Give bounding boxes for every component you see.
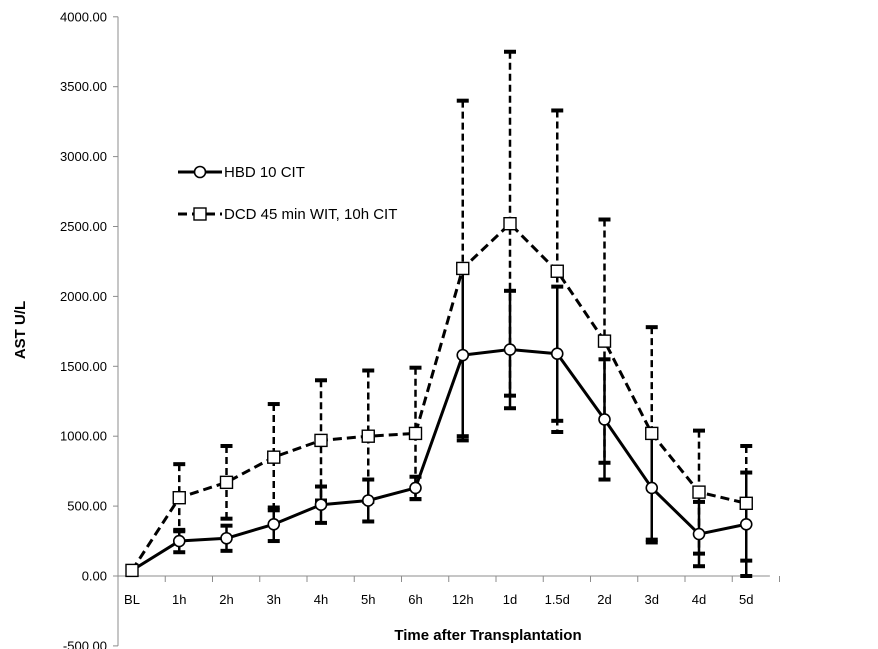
- y-tick-label: 0.00: [82, 569, 107, 584]
- series-line-hbd: [131, 348, 747, 572]
- x-tick-label: 2d: [597, 592, 611, 607]
- y-tick-label: 2500.00: [60, 219, 107, 234]
- y-tick-label: 4000.00: [60, 9, 107, 24]
- data-point-dcd: [692, 485, 706, 499]
- data-point-hbd: [503, 343, 517, 356]
- data-point-hbd: [456, 348, 470, 362]
- x-tick-label: 12h: [452, 592, 474, 607]
- data-point-dcd: [314, 433, 328, 448]
- x-tick-label: 3d: [645, 592, 659, 607]
- data-point-hbd: [739, 517, 753, 531]
- x-tick-label: 6h: [408, 592, 422, 607]
- data-point-dcd: [361, 429, 375, 443]
- legend-label-hbd: HBD 10 CIT: [224, 164, 305, 181]
- x-axis-title: Time after Transplantation: [394, 627, 581, 644]
- y-tick-label: 1000.00: [60, 429, 107, 444]
- x-tick-label: 1h: [172, 592, 186, 607]
- x-tick-label: 2h: [219, 592, 233, 607]
- legend: HBD 10 CIT DCD 45 min WIT, 10h CIT: [178, 164, 397, 223]
- y-axis-title: AST U/L: [12, 301, 29, 359]
- x-tick-label: 5h: [361, 592, 375, 607]
- y-tick-label: -500.00: [63, 638, 107, 649]
- y-tick-label: 3000.00: [60, 149, 107, 164]
- x-tick-label: 1.5d: [545, 592, 570, 607]
- series-markers: [125, 217, 753, 578]
- data-point-dcd: [219, 475, 234, 490]
- data-point-dcd: [456, 261, 470, 276]
- data-point-dcd: [550, 264, 564, 278]
- data-point-hbd: [550, 347, 564, 361]
- data-point-hbd: [409, 481, 422, 495]
- y-tick-label: 500.00: [67, 499, 107, 514]
- x-axis: BL 1h 2h 3h 4h 5h 6h 12h 1d 1.5d 2d 3d 4d 5d: [117, 575, 780, 607]
- x-tick-label: BL: [124, 592, 140, 607]
- data-point-hbd: [598, 413, 611, 426]
- x-tick-label: 1d: [503, 592, 517, 607]
- x-tick-label: 5d: [739, 592, 753, 607]
- x-tick-label: 4d: [692, 592, 706, 607]
- x-tick-label: 4h: [314, 592, 328, 607]
- data-point-hbd: [172, 534, 186, 548]
- data-point-dcd: [739, 496, 753, 511]
- y-tick-label: 3500.00: [60, 79, 107, 94]
- error-bars: [173, 49, 753, 578]
- data-point-dcd: [125, 563, 139, 578]
- data-point-dcd: [645, 426, 659, 441]
- y-tick-label: 1500.00: [60, 359, 107, 374]
- data-point-dcd: [503, 217, 517, 231]
- data-point-dcd: [267, 450, 281, 464]
- data-point-hbd: [645, 481, 659, 495]
- data-point-hbd: [314, 498, 328, 512]
- legend-marker-dcd: [193, 207, 207, 221]
- legend-label-dcd: DCD 45 min WIT, 10h CIT: [224, 206, 397, 223]
- data-point-hbd: [692, 527, 706, 541]
- data-point-dcd: [408, 426, 423, 441]
- y-axis-ticks: -500.00 0.00 500.00 1000.00 1500.00 2000.00 25…: [60, 9, 119, 649]
- data-point-dcd: [597, 334, 612, 348]
- y-tick-label: 2000.00: [60, 289, 107, 304]
- legend-marker-hbd: [193, 165, 207, 179]
- data-point-dcd: [172, 491, 186, 505]
- data-point-hbd: [220, 531, 233, 545]
- data-point-hbd: [267, 517, 281, 531]
- series-lines: [130, 222, 747, 572]
- data-point-hbd: [361, 494, 375, 507]
- x-tick-label: 3h: [267, 592, 281, 607]
- series-line-dcd: [130, 222, 747, 572]
